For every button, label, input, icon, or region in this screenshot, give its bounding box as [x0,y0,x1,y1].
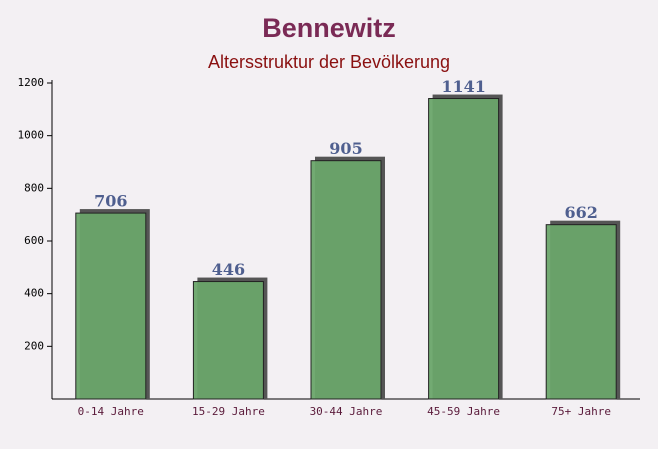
value-label: 706 [94,192,127,211]
x-tick-label: 15-29 Jahre [192,405,265,418]
value-label: 1141 [441,77,486,96]
value-label: 905 [329,139,362,158]
bar [310,160,382,400]
y-tick-label: 1200 [18,76,45,89]
chart-title: Bennewitz [262,13,396,43]
bar [428,98,500,400]
x-tick-label: 30-44 Jahre [310,405,383,418]
bar [545,224,617,400]
bar [192,281,264,400]
y-tick-label: 1000 [18,129,45,142]
y-tick-label: 200 [24,339,44,352]
y-tick-label: 600 [24,234,44,247]
y-tick-label: 800 [24,181,44,194]
x-tick-label: 45-59 Jahre [427,405,500,418]
chart-subtitle: Altersstruktur der Bevölkerung [208,52,450,72]
value-label: 662 [564,203,597,222]
x-tick-label: 75+ Jahre [551,405,611,418]
y-tick-label: 400 [24,287,44,300]
x-tick-label: 0-14 Jahre [78,405,144,418]
value-label: 446 [212,260,245,279]
bar [75,212,147,400]
